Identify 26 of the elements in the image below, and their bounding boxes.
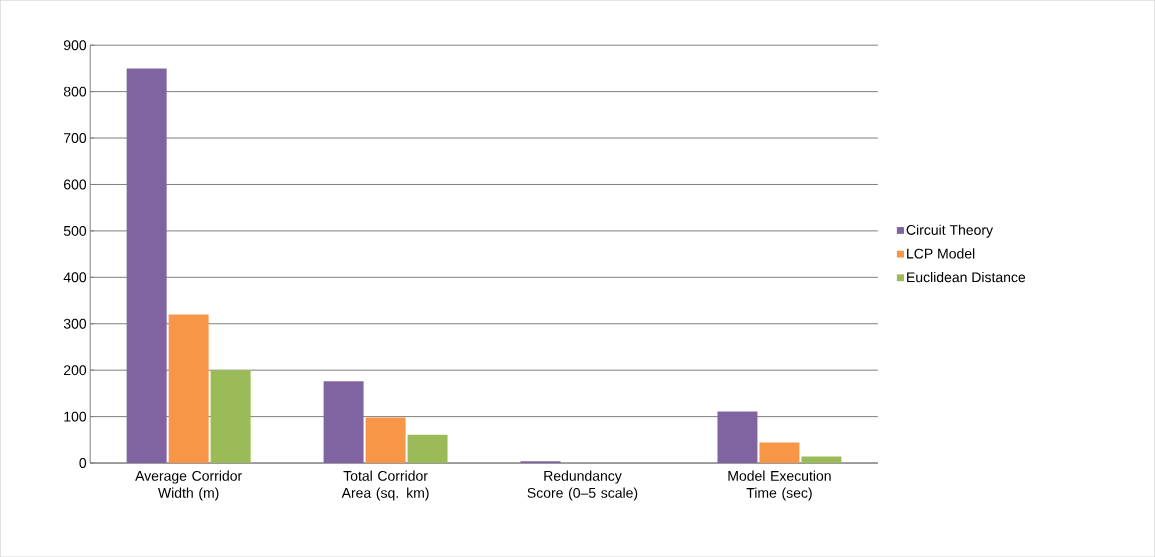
bar bbox=[365, 417, 406, 463]
y-tick-label: 900 bbox=[63, 40, 87, 51]
bar bbox=[759, 442, 800, 463]
y-tick-label: 300 bbox=[63, 318, 87, 329]
x-tick-label: Average Corridor Width (m) bbox=[135, 470, 242, 501]
y-tick-label: 800 bbox=[63, 86, 87, 97]
x-tick-label: Total Corridor Area (sq. km) bbox=[341, 470, 429, 501]
bar bbox=[126, 68, 167, 463]
x-tick-label: Model Execution Time (sec) bbox=[728, 470, 831, 501]
legend-label: LCP Model bbox=[907, 248, 975, 259]
y-tick-label: 400 bbox=[63, 272, 87, 283]
legend-label: Circuit Theory bbox=[906, 224, 994, 238]
y-tick-label: 700 bbox=[64, 132, 87, 143]
bar bbox=[210, 370, 251, 463]
y-tick-label: 500 bbox=[63, 225, 87, 236]
y-tick-label: 0 bbox=[79, 457, 87, 468]
bar bbox=[407, 434, 448, 463]
y-tick-label: 600 bbox=[64, 179, 87, 190]
bar bbox=[323, 381, 364, 463]
y-tick-label: 100 bbox=[64, 411, 87, 422]
bar bbox=[801, 456, 842, 463]
bar bbox=[717, 411, 758, 463]
legend-label: Euclidean Distance bbox=[907, 271, 1026, 283]
bar bbox=[168, 314, 209, 463]
x-tick-label: Redundancy Score (0–5 scale) bbox=[527, 470, 638, 501]
y-tick-label: 200 bbox=[64, 365, 87, 376]
